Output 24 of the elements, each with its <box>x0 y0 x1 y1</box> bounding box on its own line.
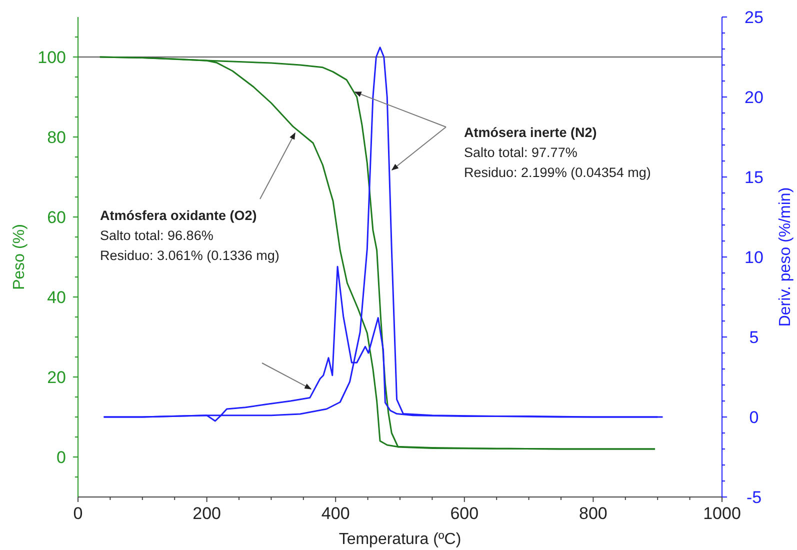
y-tick-label: 60 <box>47 208 66 227</box>
y-tick-label: 20 <box>47 368 66 387</box>
annotation: Atmósera inerte (N2) Salto total: 97.77% Residuo: 2.199% (0.04354 mg) <box>464 125 651 180</box>
y2-tick-label: 10 <box>744 248 764 267</box>
x-tick-label: 1000 <box>703 504 741 523</box>
x-tick-label: 400 <box>321 504 350 523</box>
y-tick-label: 100 <box>38 48 66 67</box>
y-tick-label: 40 <box>47 288 66 307</box>
y-tick-label: 80 <box>47 128 66 147</box>
x-tick-label: 200 <box>192 504 221 523</box>
y-axis-title: Peso (%) <box>11 224 28 290</box>
y2-tick-label: 15 <box>744 168 764 187</box>
x-tick-label: 0 <box>73 504 83 523</box>
y2-tick-label: 25 <box>744 8 764 27</box>
y2-tick-label: 0 <box>749 408 759 427</box>
x-axis-title: Temperatura (ºC) <box>338 531 462 548</box>
y2-tick-label: 20 <box>744 88 764 107</box>
x-tick-label: 800 <box>579 504 608 523</box>
x-tick-label: 600 <box>450 504 479 523</box>
y2-axis-title: Deriv. peso (%/min) <box>777 187 794 327</box>
y2-tick-label: -5 <box>746 488 762 507</box>
annotation: Atmósfera oxidante (O2) Salto total: 96.86% Residuo: 3.061% (0.1336 mg) <box>100 208 280 263</box>
y2-tick-label: 5 <box>749 328 759 347</box>
y-tick-label: 0 <box>56 448 66 467</box>
